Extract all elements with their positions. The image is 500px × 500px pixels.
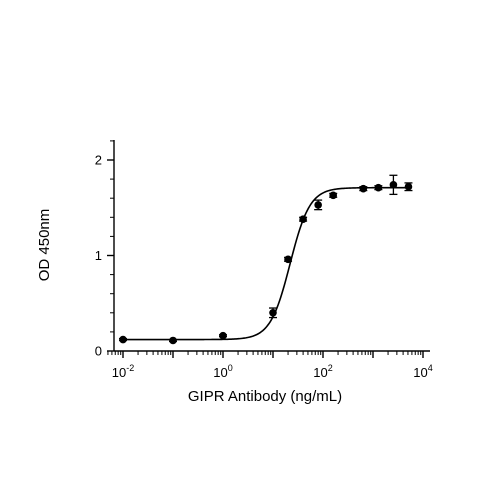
x-tick-label: 100 [213,363,232,380]
data-point [404,182,413,191]
x-tick-label: 10-2 [112,363,134,380]
data-point [299,215,307,224]
y-axis-title: OD 450nm [36,209,53,282]
x-tick-label: 102 [313,363,332,380]
data-point [119,335,127,344]
data-point [219,331,227,340]
fit-curve [123,186,412,341]
data-point [359,184,368,193]
data-point [389,181,398,189]
y-ticks: 0 1 2 [95,140,114,359]
y-tick-label: 1 [95,248,102,263]
data-point [314,201,322,209]
data-point [269,309,277,317]
data-point [169,336,177,345]
x-axis-title: GIPR Antibody (ng/mL) [188,388,342,405]
data-point [374,183,383,192]
axes [113,140,430,352]
y-tick-label: 2 [95,153,102,168]
x-tick-label: 104 [413,363,432,380]
data-points [119,174,413,345]
data-point [284,255,292,264]
data-point [329,191,338,200]
y-tick-label: 0 [95,344,102,359]
x-ticks: 10-2 100 102 104 [107,351,433,380]
